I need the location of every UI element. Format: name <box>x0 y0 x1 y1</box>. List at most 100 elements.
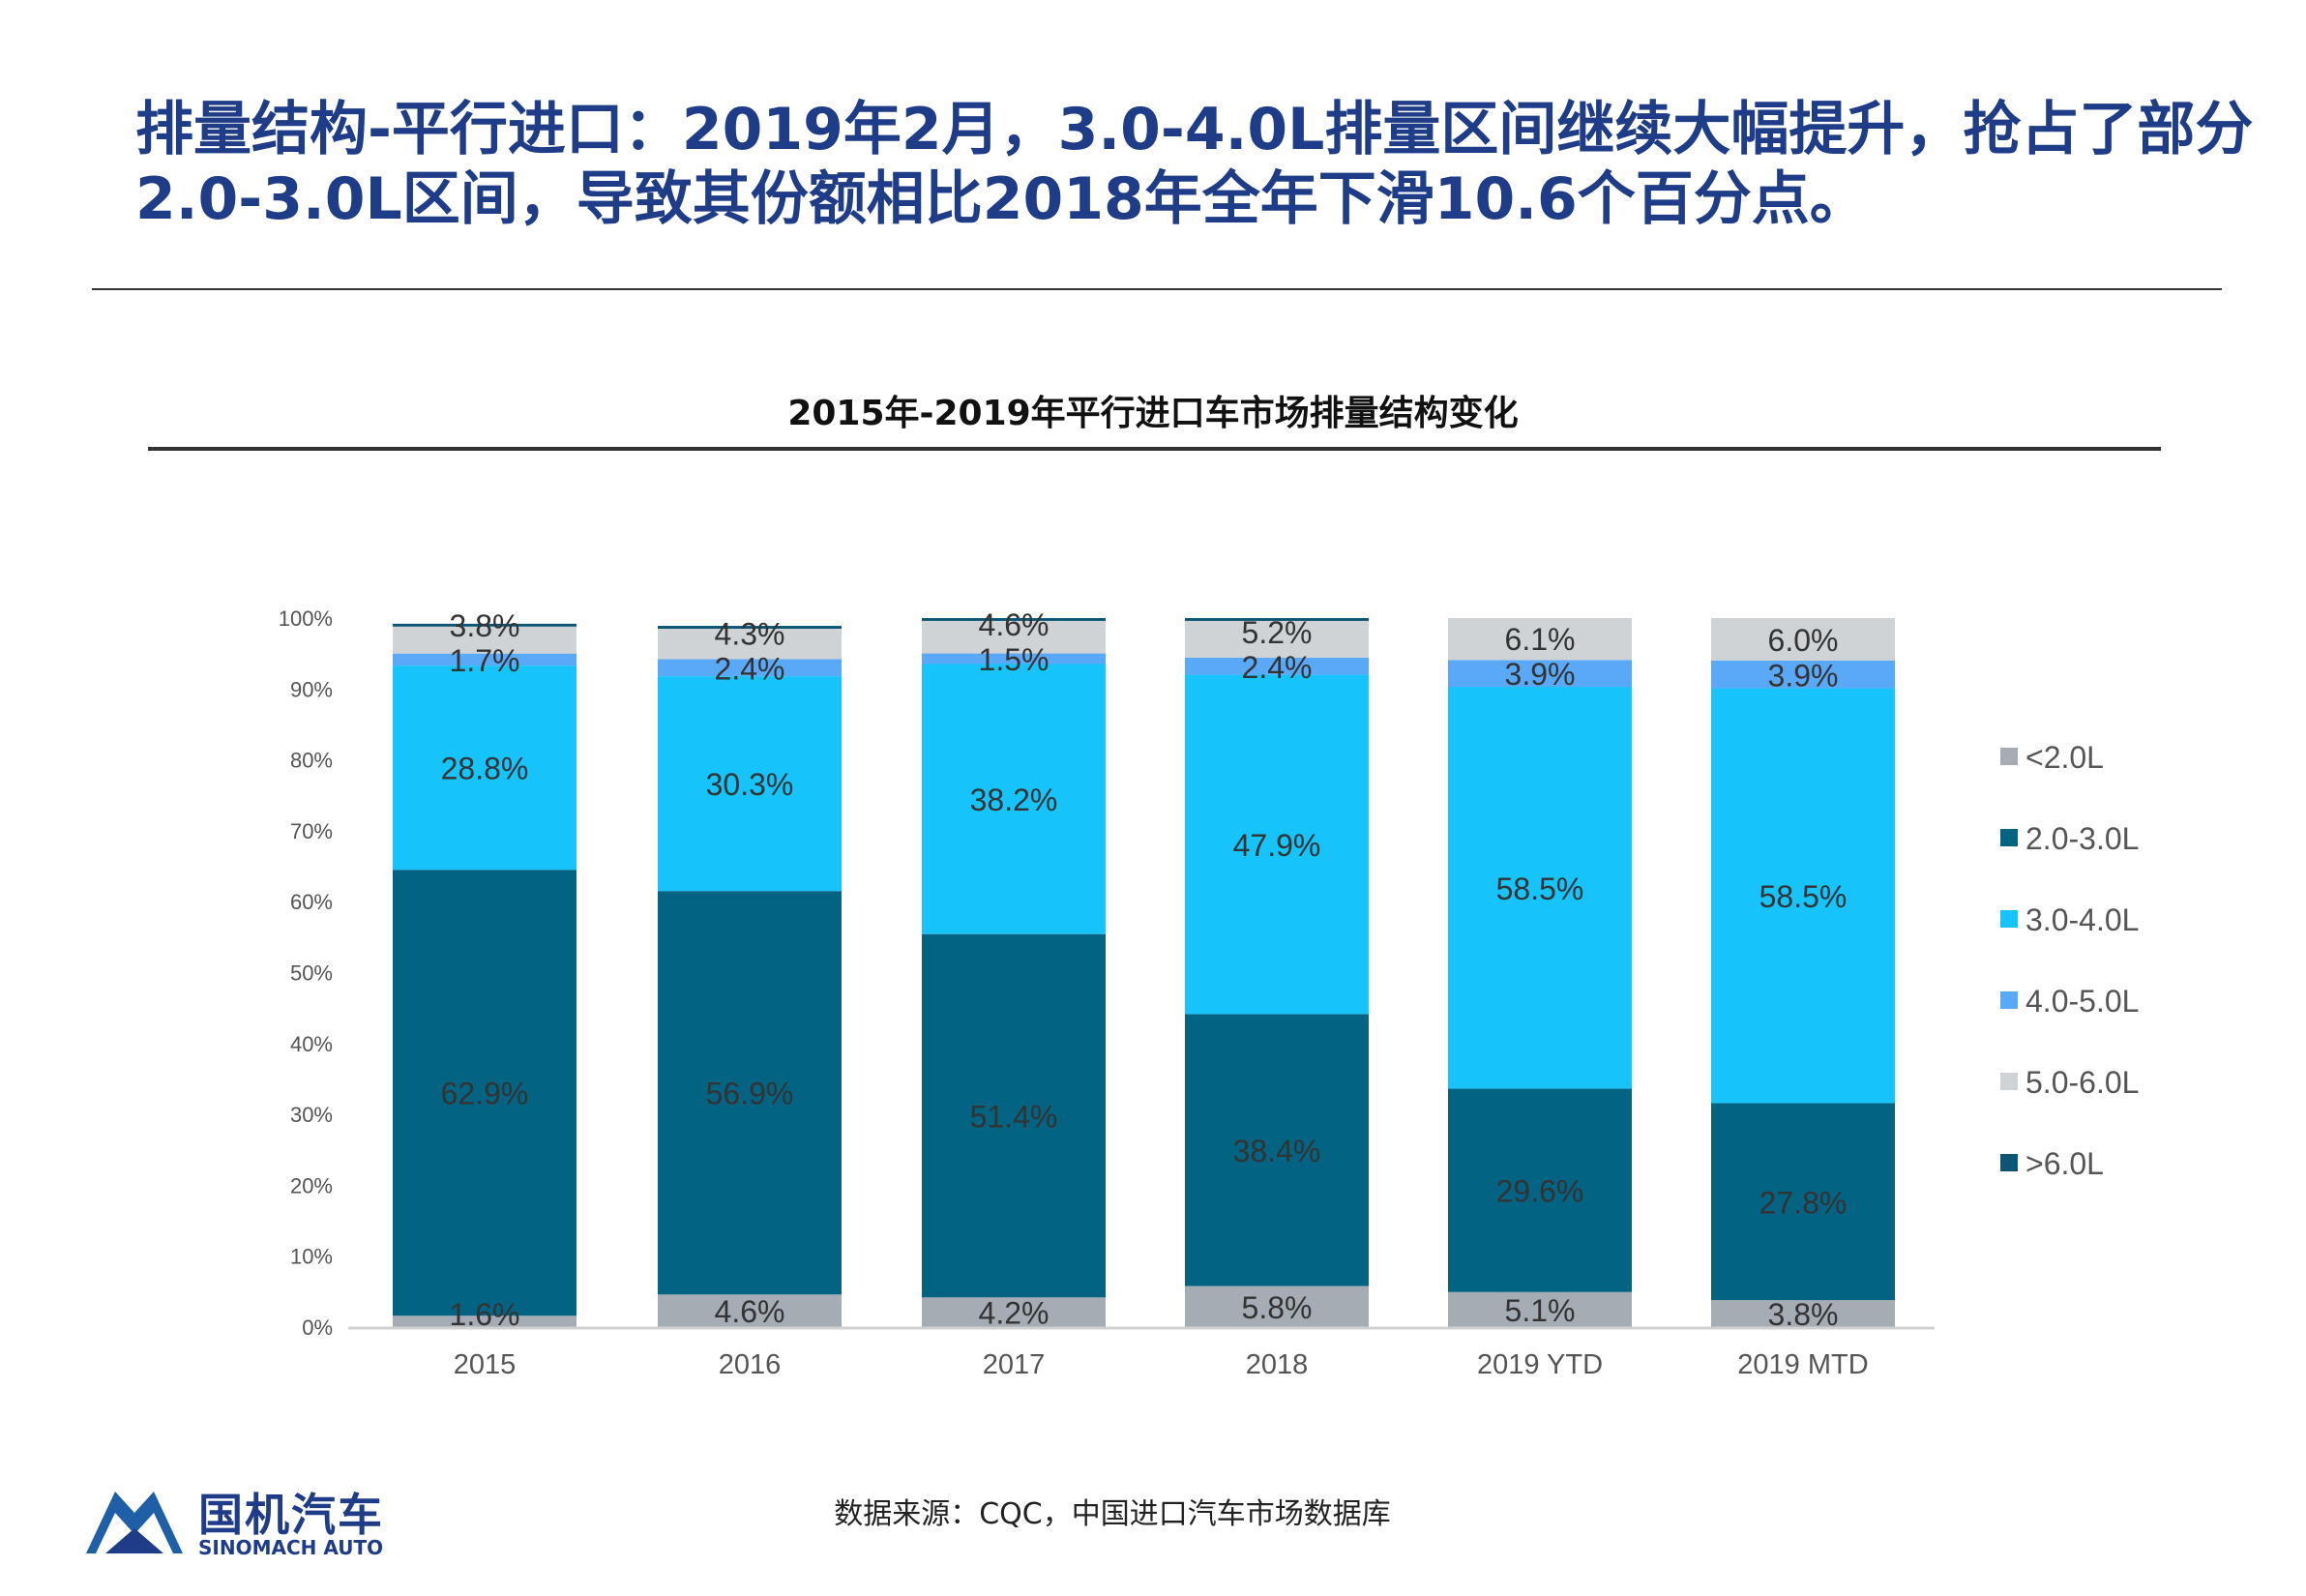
y-tick-label: 40% <box>290 1032 333 1056</box>
bar-segment <box>393 653 576 666</box>
data-label: 38.2% <box>970 783 1058 817</box>
bar-segment <box>1448 618 1632 661</box>
legend-swatch <box>2000 748 2018 765</box>
x-tick-label: 2016 <box>719 1349 782 1380</box>
data-label: 3.9% <box>1768 658 1839 693</box>
bar-segment <box>1711 1300 1895 1327</box>
logo-mountain-icon <box>86 1492 183 1553</box>
data-label: 4.2% <box>979 1296 1050 1331</box>
legend-label: >6.0L <box>2025 1146 2104 1181</box>
bar-segment <box>1711 1103 1895 1301</box>
bar-segment <box>1711 618 1895 661</box>
y-tick-label: 90% <box>290 677 333 701</box>
bar-segment <box>393 870 576 1316</box>
data-label: 4.3% <box>715 616 785 651</box>
data-label: 3.9% <box>1505 657 1576 692</box>
bar-segment <box>393 665 576 871</box>
data-label: 1.7% <box>450 643 520 678</box>
bar-segment <box>1711 688 1895 1104</box>
data-label: 5.8% <box>1242 1290 1313 1325</box>
chart-title-underline <box>148 447 2161 451</box>
data-label: 5.2% <box>1242 615 1313 650</box>
source-note: 数据来源：CQC，中国进口汽车市场数据库 <box>834 1497 1391 1531</box>
data-label: 27.8% <box>1759 1185 1848 1220</box>
x-tick-label: 2015 <box>454 1349 517 1380</box>
bar-segment <box>658 1294 842 1327</box>
bar-segment <box>922 653 1106 665</box>
data-label: 51.4% <box>970 1099 1058 1134</box>
x-tick-label: 2017 <box>983 1349 1046 1380</box>
data-label: 2.4% <box>1242 650 1313 685</box>
legend-label: 3.0-4.0L <box>2025 902 2139 937</box>
data-label: 58.5% <box>1496 872 1584 906</box>
bar-segment <box>393 626 576 654</box>
chart-title: 2015年-2019年平行进口车市场排量结构变化 <box>787 394 1519 433</box>
bar-segment <box>1448 687 1632 1089</box>
y-tick-label: 30% <box>290 1103 333 1127</box>
bar-segment <box>1185 674 1369 1015</box>
legend-label: 4.0-5.0L <box>2025 984 2139 1019</box>
y-tick-label: 60% <box>290 890 333 914</box>
logo-name-en: SINOMACH AUTO <box>198 1536 384 1559</box>
bar-segment <box>658 676 842 892</box>
y-tick-label: 0% <box>302 1315 333 1340</box>
bar-segment <box>658 628 842 660</box>
data-label: 2.4% <box>715 651 785 686</box>
x-tick-label: 2019 MTD <box>1737 1349 1868 1380</box>
legend-swatch <box>2000 829 2018 846</box>
bar-segment <box>1185 620 1369 659</box>
headline-divider <box>92 288 2222 290</box>
y-tick-label: 20% <box>290 1173 333 1197</box>
data-label: 4.6% <box>979 607 1050 642</box>
headline: 排量结构-平行进口：2019年2月，3.0-4.0L排量区间继续大幅提升，抢占了… <box>135 96 2254 233</box>
bar-segment <box>1448 660 1632 688</box>
bar-segment <box>1448 1291 1632 1327</box>
bar-segment <box>922 933 1106 1298</box>
data-label: 1.5% <box>979 642 1050 677</box>
bar-segment <box>922 618 1106 621</box>
data-label: 38.4% <box>1233 1134 1321 1168</box>
data-label: 6.1% <box>1505 622 1576 657</box>
bar-segment <box>1185 1014 1369 1286</box>
bar-segment <box>658 659 842 677</box>
bar-segment <box>658 626 842 629</box>
data-label: 5.1% <box>1505 1293 1576 1328</box>
data-label: 62.9% <box>441 1077 529 1111</box>
x-tick-label: 2019 YTD <box>1477 1349 1603 1380</box>
y-tick-label: 50% <box>290 961 333 986</box>
bar-segment <box>393 1315 576 1327</box>
bar-segment <box>1448 1088 1632 1292</box>
legend-label: 2.0-3.0L <box>2025 821 2139 856</box>
logo-name-cn: 国机汽车 <box>198 1489 384 1541</box>
legend-swatch <box>2000 1073 2018 1090</box>
data-label: 3.8% <box>1768 1297 1839 1332</box>
y-tick-label: 10% <box>290 1245 333 1269</box>
bar-segment <box>1185 618 1369 621</box>
company-logo: 国机汽车 SINOMACH AUTO <box>86 1480 396 1567</box>
data-label: 6.0% <box>1768 623 1839 658</box>
legend-swatch <box>2000 991 2018 1009</box>
data-label: 1.6% <box>450 1297 520 1332</box>
data-label: 47.9% <box>1233 828 1321 863</box>
data-label: 28.8% <box>441 752 529 786</box>
legend-label: 5.0-6.0L <box>2025 1065 2139 1100</box>
bar-segment <box>1185 1286 1369 1327</box>
data-label: 30.3% <box>706 767 794 802</box>
bar-segment <box>922 620 1106 654</box>
bar-segment <box>1711 660 1895 689</box>
data-label: 4.6% <box>715 1294 785 1329</box>
data-label: 56.9% <box>706 1077 794 1111</box>
data-label: 58.5% <box>1759 879 1848 914</box>
x-tick-label: 2018 <box>1246 1349 1309 1380</box>
bar-segment <box>393 623 576 627</box>
y-tick-label: 70% <box>290 819 333 843</box>
legend-swatch <box>2000 1154 2018 1171</box>
data-label: 3.8% <box>450 608 520 643</box>
bar-segment <box>922 664 1106 934</box>
legend-label: <2.0L <box>2025 740 2104 775</box>
bar-segment <box>922 1297 1106 1327</box>
y-tick-label: 80% <box>290 749 333 773</box>
bar-segment <box>1185 658 1369 675</box>
y-tick-label: 100% <box>279 606 333 631</box>
